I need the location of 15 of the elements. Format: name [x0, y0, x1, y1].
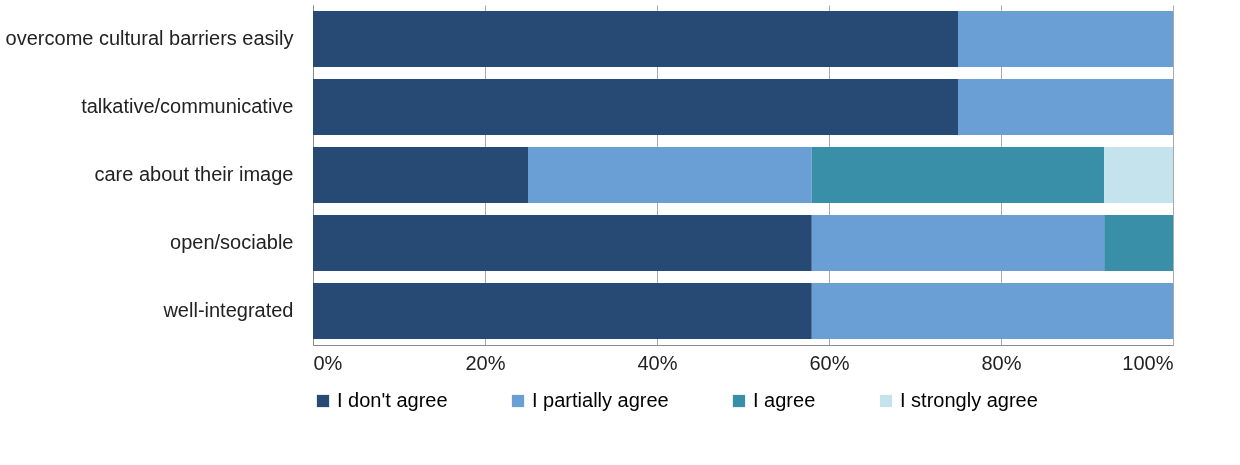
y-tick-label: talkative/communicative — [81, 95, 294, 117]
legend-label: I partially agree — [532, 389, 669, 411]
y-tick-label: care about their image — [94, 163, 294, 185]
x-tick-label: 80% — [981, 351, 1022, 374]
legend-label: I agree — [753, 389, 816, 411]
x-tick-label: 100% — [1122, 351, 1174, 374]
legend-label: I don't agree — [337, 389, 448, 411]
legend-label: I strongly agree — [900, 389, 1038, 411]
x-tick-label: 20% — [465, 351, 506, 374]
y-tick-label: overcome cultural barriers easily — [5, 27, 294, 49]
x-tick-label: 40% — [637, 351, 678, 374]
x-tick-label: 0% — [313, 351, 343, 374]
y-tick-label: well-integrated — [162, 299, 294, 321]
x-tick-label: 60% — [809, 351, 850, 374]
y-tick-label: open/sociable — [170, 231, 294, 253]
